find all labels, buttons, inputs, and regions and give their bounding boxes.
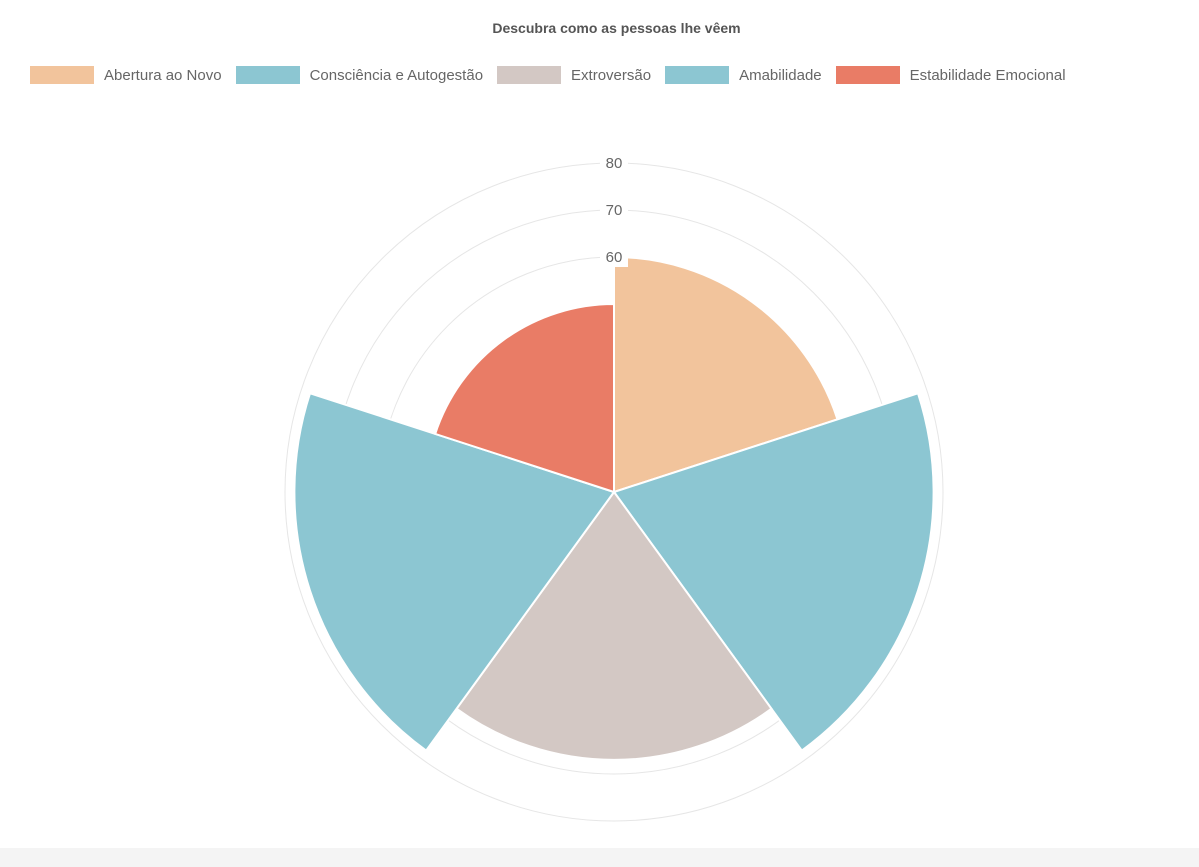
tick-80: 80 (600, 153, 628, 173)
tick-label: 80 (606, 155, 623, 172)
chart-segments (293, 255, 935, 761)
legend-item-estabilidade-emocional[interactable]: Estabilidade Emocional (835, 66, 1066, 84)
legend-label: Consciência e Autogestão (309, 66, 484, 84)
legend-swatch (835, 66, 900, 84)
legend-label: Estabilidade Emocional (909, 66, 1066, 84)
bottom-strip (0, 848, 1199, 867)
segment-amabilidade[interactable] (293, 391, 616, 752)
tick-label: 70 (606, 202, 623, 219)
segment-extroversao[interactable] (455, 490, 773, 761)
tick-60: 60 (600, 247, 628, 267)
radial-tick-labels: 60 70 80 (600, 153, 628, 267)
legend-label: Amabilidade (739, 66, 822, 84)
legend-item-consciencia-e-autogestao[interactable]: Consciência e Autogestão (235, 66, 484, 84)
legend-swatch (235, 66, 300, 84)
legend-swatch (30, 66, 94, 84)
legend-label: Extroversão (571, 66, 652, 84)
legend: Abertura ao Novo Consciência e Autogestão… (30, 66, 1066, 84)
tick-70: 70 (600, 200, 628, 220)
tick-backdrop (600, 153, 628, 173)
chart-title: Descubra como as pessoas lhe vêem (492, 20, 741, 36)
legend-item-amabilidade[interactable]: Amabilidade (665, 66, 822, 84)
tick-backdrop (600, 200, 628, 220)
legend-swatch (665, 66, 730, 84)
segment-abertura-ao-novo[interactable] (613, 255, 839, 494)
tick-backdrop (600, 247, 628, 267)
tick-label: 60 (606, 249, 623, 266)
legend-swatch (497, 66, 562, 84)
segment-consciencia-e-autogestao[interactable] (612, 391, 935, 752)
legend-label: Abertura ao Novo (104, 66, 222, 84)
legend-item-extroversao[interactable]: Extroversão (497, 66, 651, 84)
segment-estabilidade-emocional[interactable] (433, 302, 615, 494)
legend-item-abertura-ao-novo[interactable]: Abertura ao Novo (30, 66, 222, 84)
